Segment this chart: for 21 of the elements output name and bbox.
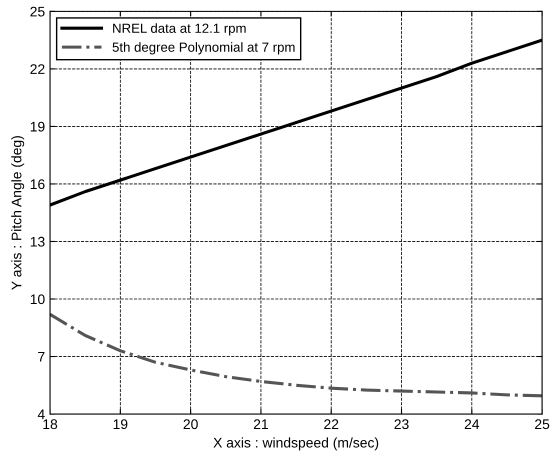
y-tick-label: 10 bbox=[30, 294, 45, 304]
x-tick-label: 18 bbox=[43, 419, 58, 430]
y-tick-label: 7 bbox=[38, 352, 44, 362]
x-tick-label: 22 bbox=[324, 419, 338, 429]
y-tick-label: 16 bbox=[30, 179, 45, 190]
x-tick-label: 19 bbox=[114, 419, 128, 430]
y-tick-label: 19 bbox=[30, 122, 45, 132]
y-tick-label: 13 bbox=[30, 236, 45, 247]
y-tick-label: 4 bbox=[38, 410, 45, 420]
y-tick-label: 25 bbox=[30, 6, 45, 17]
x-tick-label: 20 bbox=[184, 419, 198, 430]
x-tick-label: 25 bbox=[535, 419, 550, 430]
line-series bbox=[50, 312, 542, 398]
x-tick-label: 23 bbox=[394, 419, 409, 430]
legend-label: 5th degree Polynomial at 7 rpm bbox=[112, 42, 295, 54]
y-axis-title: Y axis : Pitch Angle (deg) bbox=[11, 136, 24, 290]
x-tick-label: 21 bbox=[254, 419, 268, 429]
legend-label: NREL data at 12.1 rpm bbox=[113, 23, 246, 36]
y-tick-label: 22 bbox=[30, 64, 44, 74]
x-tick-label: 24 bbox=[464, 419, 480, 429]
x-axis-title: X axis : windspeed (m/sec) bbox=[213, 437, 378, 450]
